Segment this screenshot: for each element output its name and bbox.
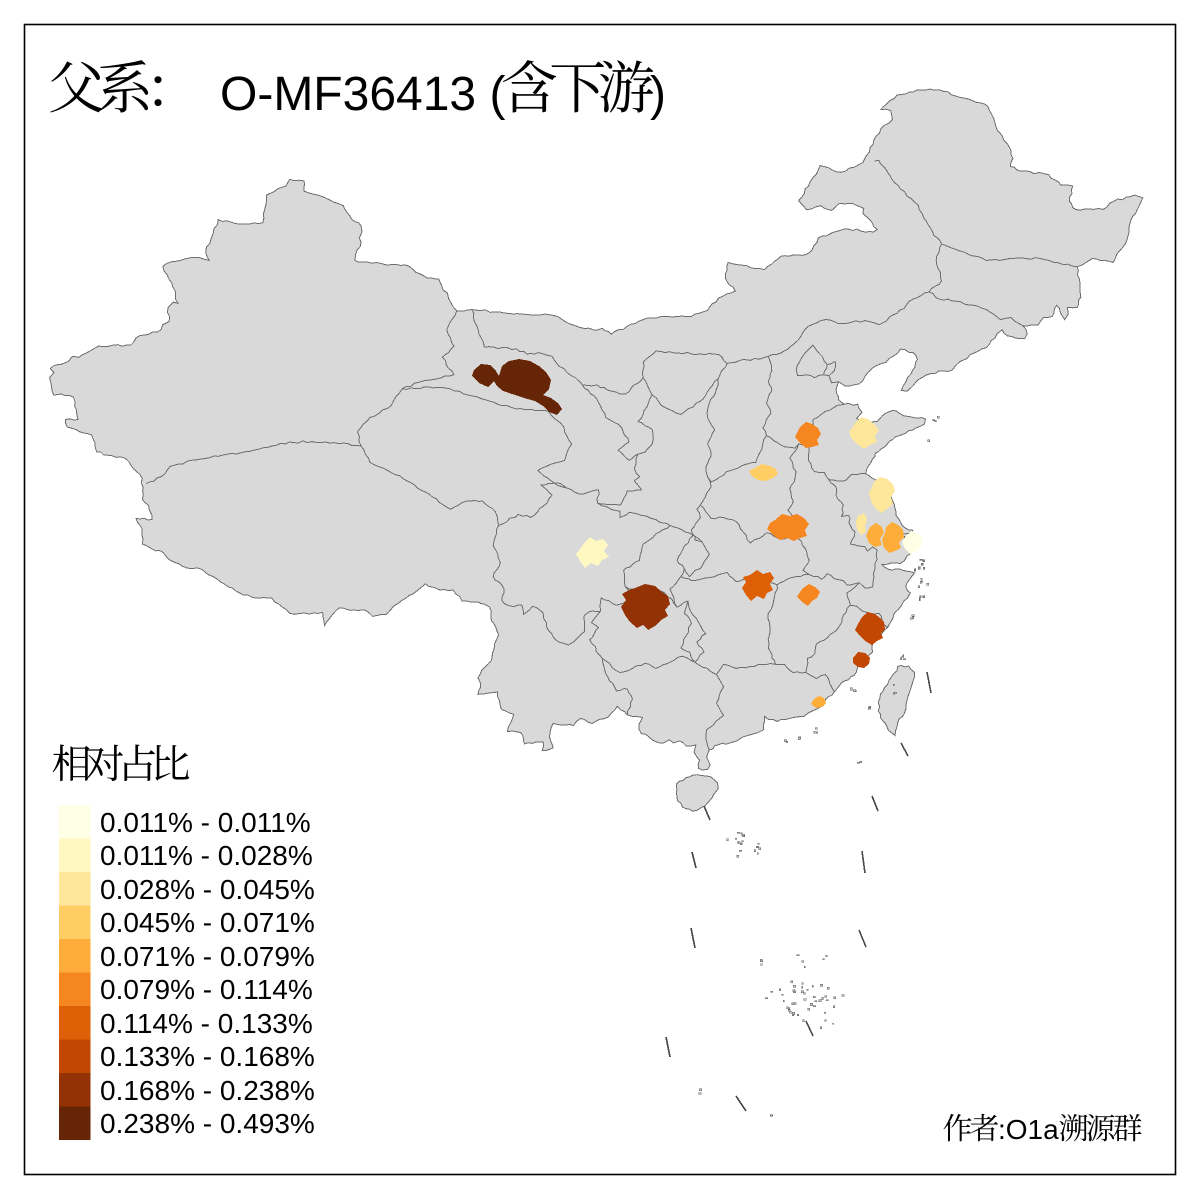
- svg-text:0.114% - 0.133%: 0.114% - 0.133%: [100, 1008, 313, 1039]
- svg-text:): ): [650, 68, 666, 121]
- svg-text:0.011% - 0.028%: 0.011% - 0.028%: [100, 840, 313, 871]
- svg-text::O1a: :O1a: [998, 1114, 1059, 1145]
- svg-text:0.238% - 0.493%: 0.238% - 0.493%: [100, 1108, 315, 1139]
- svg-text:0.071% - 0.079%: 0.071% - 0.079%: [100, 941, 315, 972]
- svg-text:O-MF36413 (: O-MF36413 (: [220, 68, 505, 121]
- svg-text:0.168% - 0.238%: 0.168% - 0.238%: [100, 1075, 315, 1106]
- svg-text:0.011% - 0.011%: 0.011% - 0.011%: [100, 807, 311, 838]
- svg-text:0.133% - 0.168%: 0.133% - 0.168%: [100, 1041, 315, 1072]
- svg-text:0.079% - 0.114%: 0.079% - 0.114%: [100, 974, 313, 1005]
- svg-text:0.028% - 0.045%: 0.028% - 0.045%: [100, 874, 315, 905]
- svg-text:0.045% - 0.071%: 0.045% - 0.071%: [100, 907, 315, 938]
